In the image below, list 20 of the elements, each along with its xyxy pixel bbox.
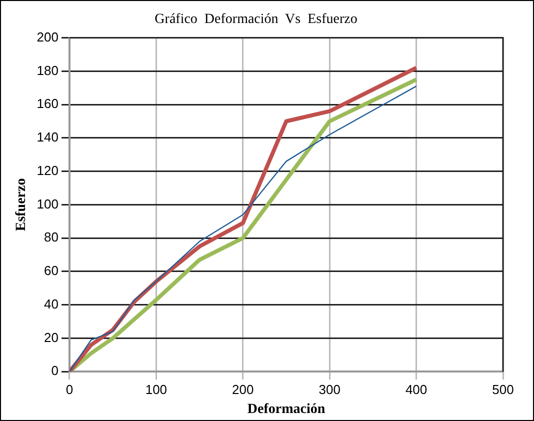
- x-tick-label: 400: [405, 382, 428, 397]
- x-tick-label: 300: [318, 382, 340, 397]
- y-tick-label: 40: [44, 296, 58, 312]
- y-tick-label: 60: [44, 263, 58, 278]
- y-axis-title: Esfuerzo: [14, 178, 30, 232]
- y-tick-label: 180: [36, 62, 58, 78]
- x-tick-label: 100: [145, 382, 168, 397]
- y-tick-label: 120: [36, 162, 58, 178]
- y-tick-label: 140: [36, 130, 58, 145]
- y-tick-label: 20: [44, 330, 58, 345]
- x-tick-label: 0: [66, 382, 74, 397]
- y-tick-label: 160: [36, 96, 58, 112]
- y-tick-label: 100: [36, 196, 58, 212]
- x-axis-title: Deformación: [247, 402, 326, 418]
- chart-title: Gráfico Deformación Vs Esfuerzo: [154, 12, 358, 28]
- y-tick-label: 200: [36, 29, 58, 44]
- x-tick-label: 200: [232, 382, 254, 397]
- y-tick-label: 0: [51, 363, 58, 378]
- y-tick-label: 80: [44, 230, 58, 245]
- x-tick-label: 500: [492, 382, 514, 397]
